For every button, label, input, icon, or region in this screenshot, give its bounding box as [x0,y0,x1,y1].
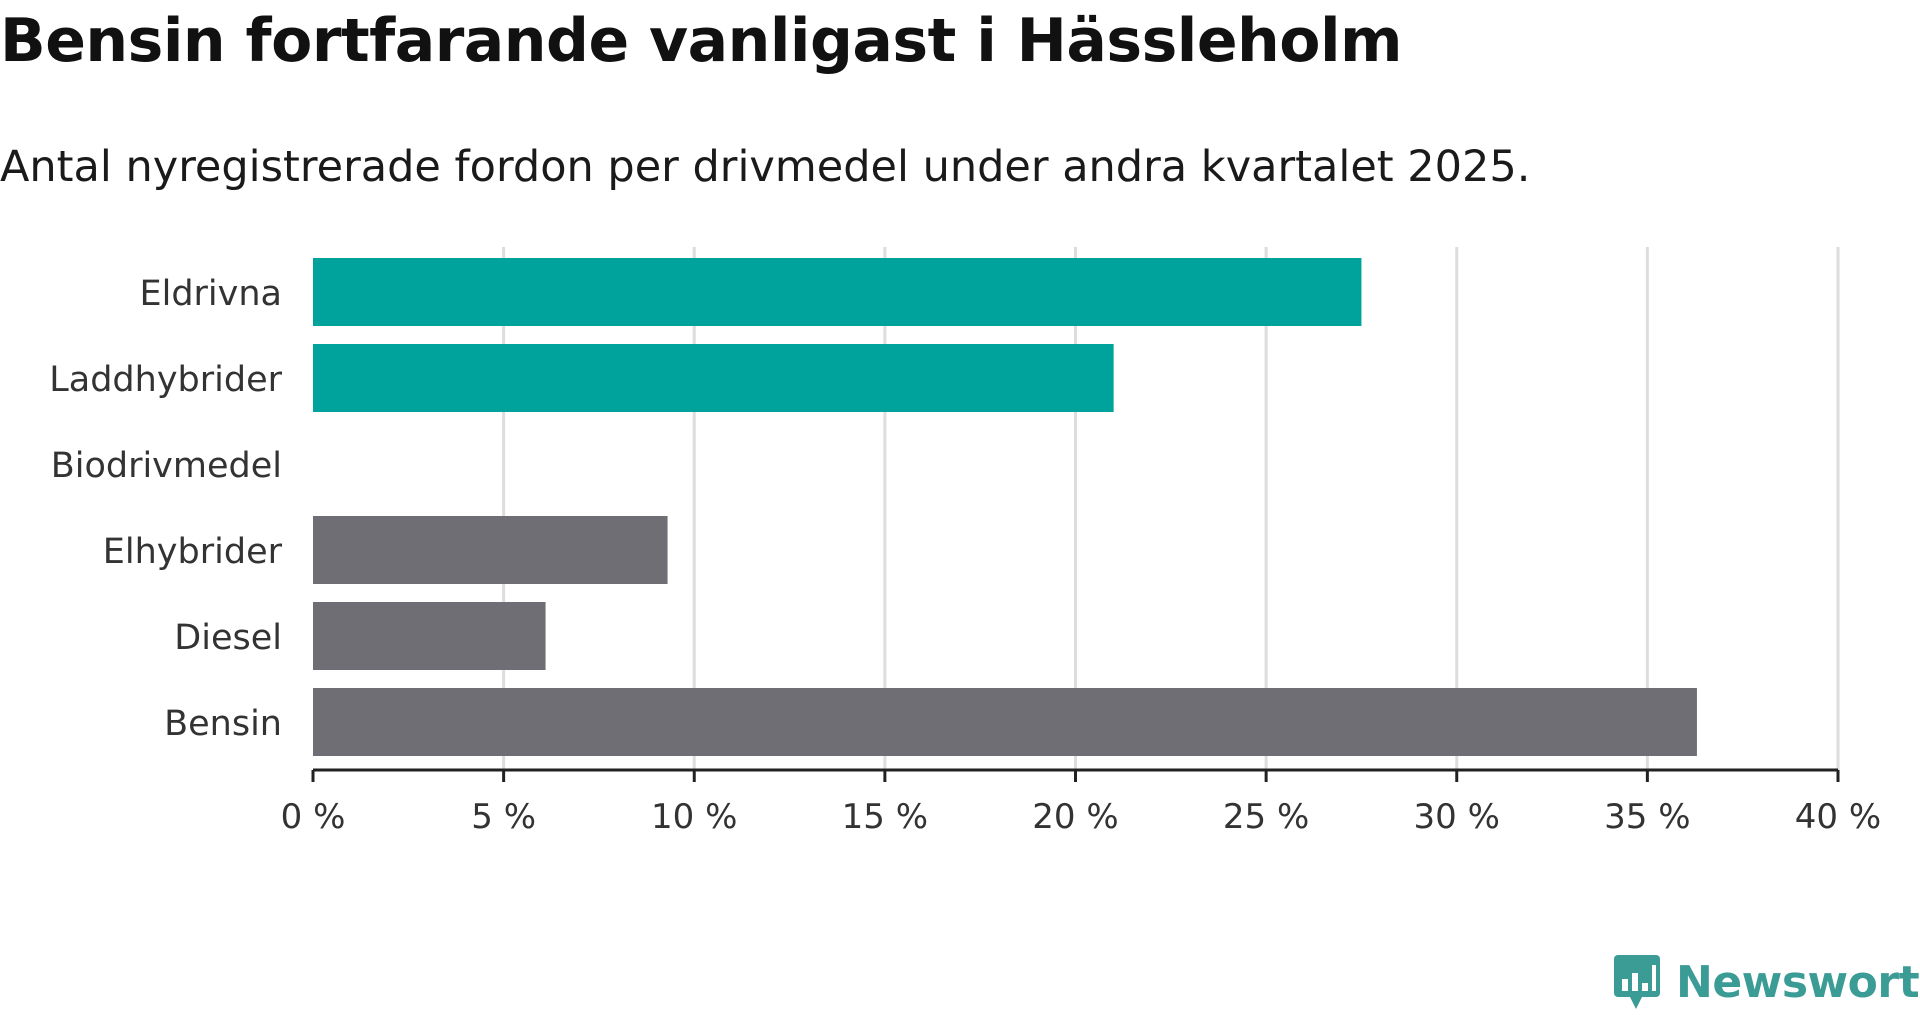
x-tick-label: 15 % [842,797,928,837]
category-label: Laddhybrider [49,360,282,400]
x-tick-label: 25 % [1223,797,1309,837]
bar [313,516,668,584]
bars [313,258,1697,756]
bar [313,602,546,670]
bar-chart-speech-bubble-icon [1612,953,1662,1011]
x-tick-label: 40 % [1795,797,1881,837]
x-tick-label: 0 % [281,797,346,837]
x-tick-label: 10 % [651,797,737,837]
x-tick-label: 30 % [1414,797,1500,837]
grid-lines [502,247,1840,770]
chart-title: Bensin fortfarande vanligast i Hässlehol… [0,6,1403,76]
category-label: Eldrivna [139,274,282,314]
x-tick-label: 20 % [1032,797,1118,837]
category-label: Biodrivmedel [51,446,282,486]
category-label: Elhybrider [103,532,283,572]
category-label: Diesel [174,618,282,658]
brand-name: Newsworthy [1676,956,1920,1008]
bar [313,258,1362,326]
newsworthy-logo: Newsworthy [1612,952,1920,1012]
chart-subtitle: Antal nyregistrerade fordon per drivmede… [0,142,1531,192]
x-axis: 0 % 5 % 10 % 15 % 20 % 25 % 30 % 35 % 40 % [281,768,1881,837]
x-tick-label: 35 % [1604,797,1690,837]
category-label: Bensin [164,704,282,744]
x-tick-label: 5 % [471,797,536,837]
bar [313,344,1114,412]
bar [313,688,1697,756]
category-labels: Eldrivna Laddhybrider Biodrivmedel Elhybrid… [49,274,282,744]
